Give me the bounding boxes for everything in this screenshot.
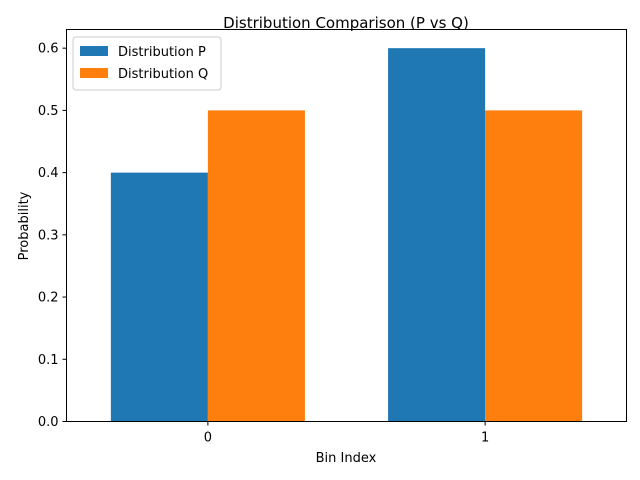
- legend-label-q: Distribution Q: [118, 67, 208, 82]
- bar-series-1-bin-1: [485, 110, 583, 422]
- bar-series-0-bin-1: [388, 48, 486, 422]
- y-axis: 0.0 0.1 0.2 0.3 0.4 0.5 0.6: [38, 42, 67, 430]
- y-tick-label: 0.2: [38, 291, 59, 306]
- bar-series-1-bin-0: [207, 110, 305, 422]
- x-tick-label: 0: [204, 431, 212, 446]
- legend: Distribution P Distribution Q: [72, 36, 222, 91]
- legend-swatch-q: [80, 68, 108, 78]
- x-tick-label: 1: [481, 431, 489, 446]
- bars: [110, 48, 583, 422]
- chart-title: Distribution Comparison (P vs Q): [223, 14, 469, 32]
- y-tick-label: 0.4: [38, 166, 59, 181]
- y-tick-label: 0.6: [38, 42, 59, 57]
- plot-frame: [66, 29, 627, 422]
- legend-label-p: Distribution P: [118, 45, 206, 60]
- y-axis-label: Probability: [17, 191, 32, 260]
- y-tick-label: 0.3: [38, 228, 59, 243]
- x-axis-label: Bin Index: [316, 451, 377, 466]
- legend-frame: [72, 36, 222, 91]
- y-tick-label: 0.5: [38, 104, 59, 119]
- legend-swatch-p: [80, 46, 108, 56]
- y-tick-label: 0.1: [38, 353, 59, 368]
- bar-series-0-bin-0: [110, 172, 208, 422]
- y-tick-label: 0.0: [38, 415, 59, 430]
